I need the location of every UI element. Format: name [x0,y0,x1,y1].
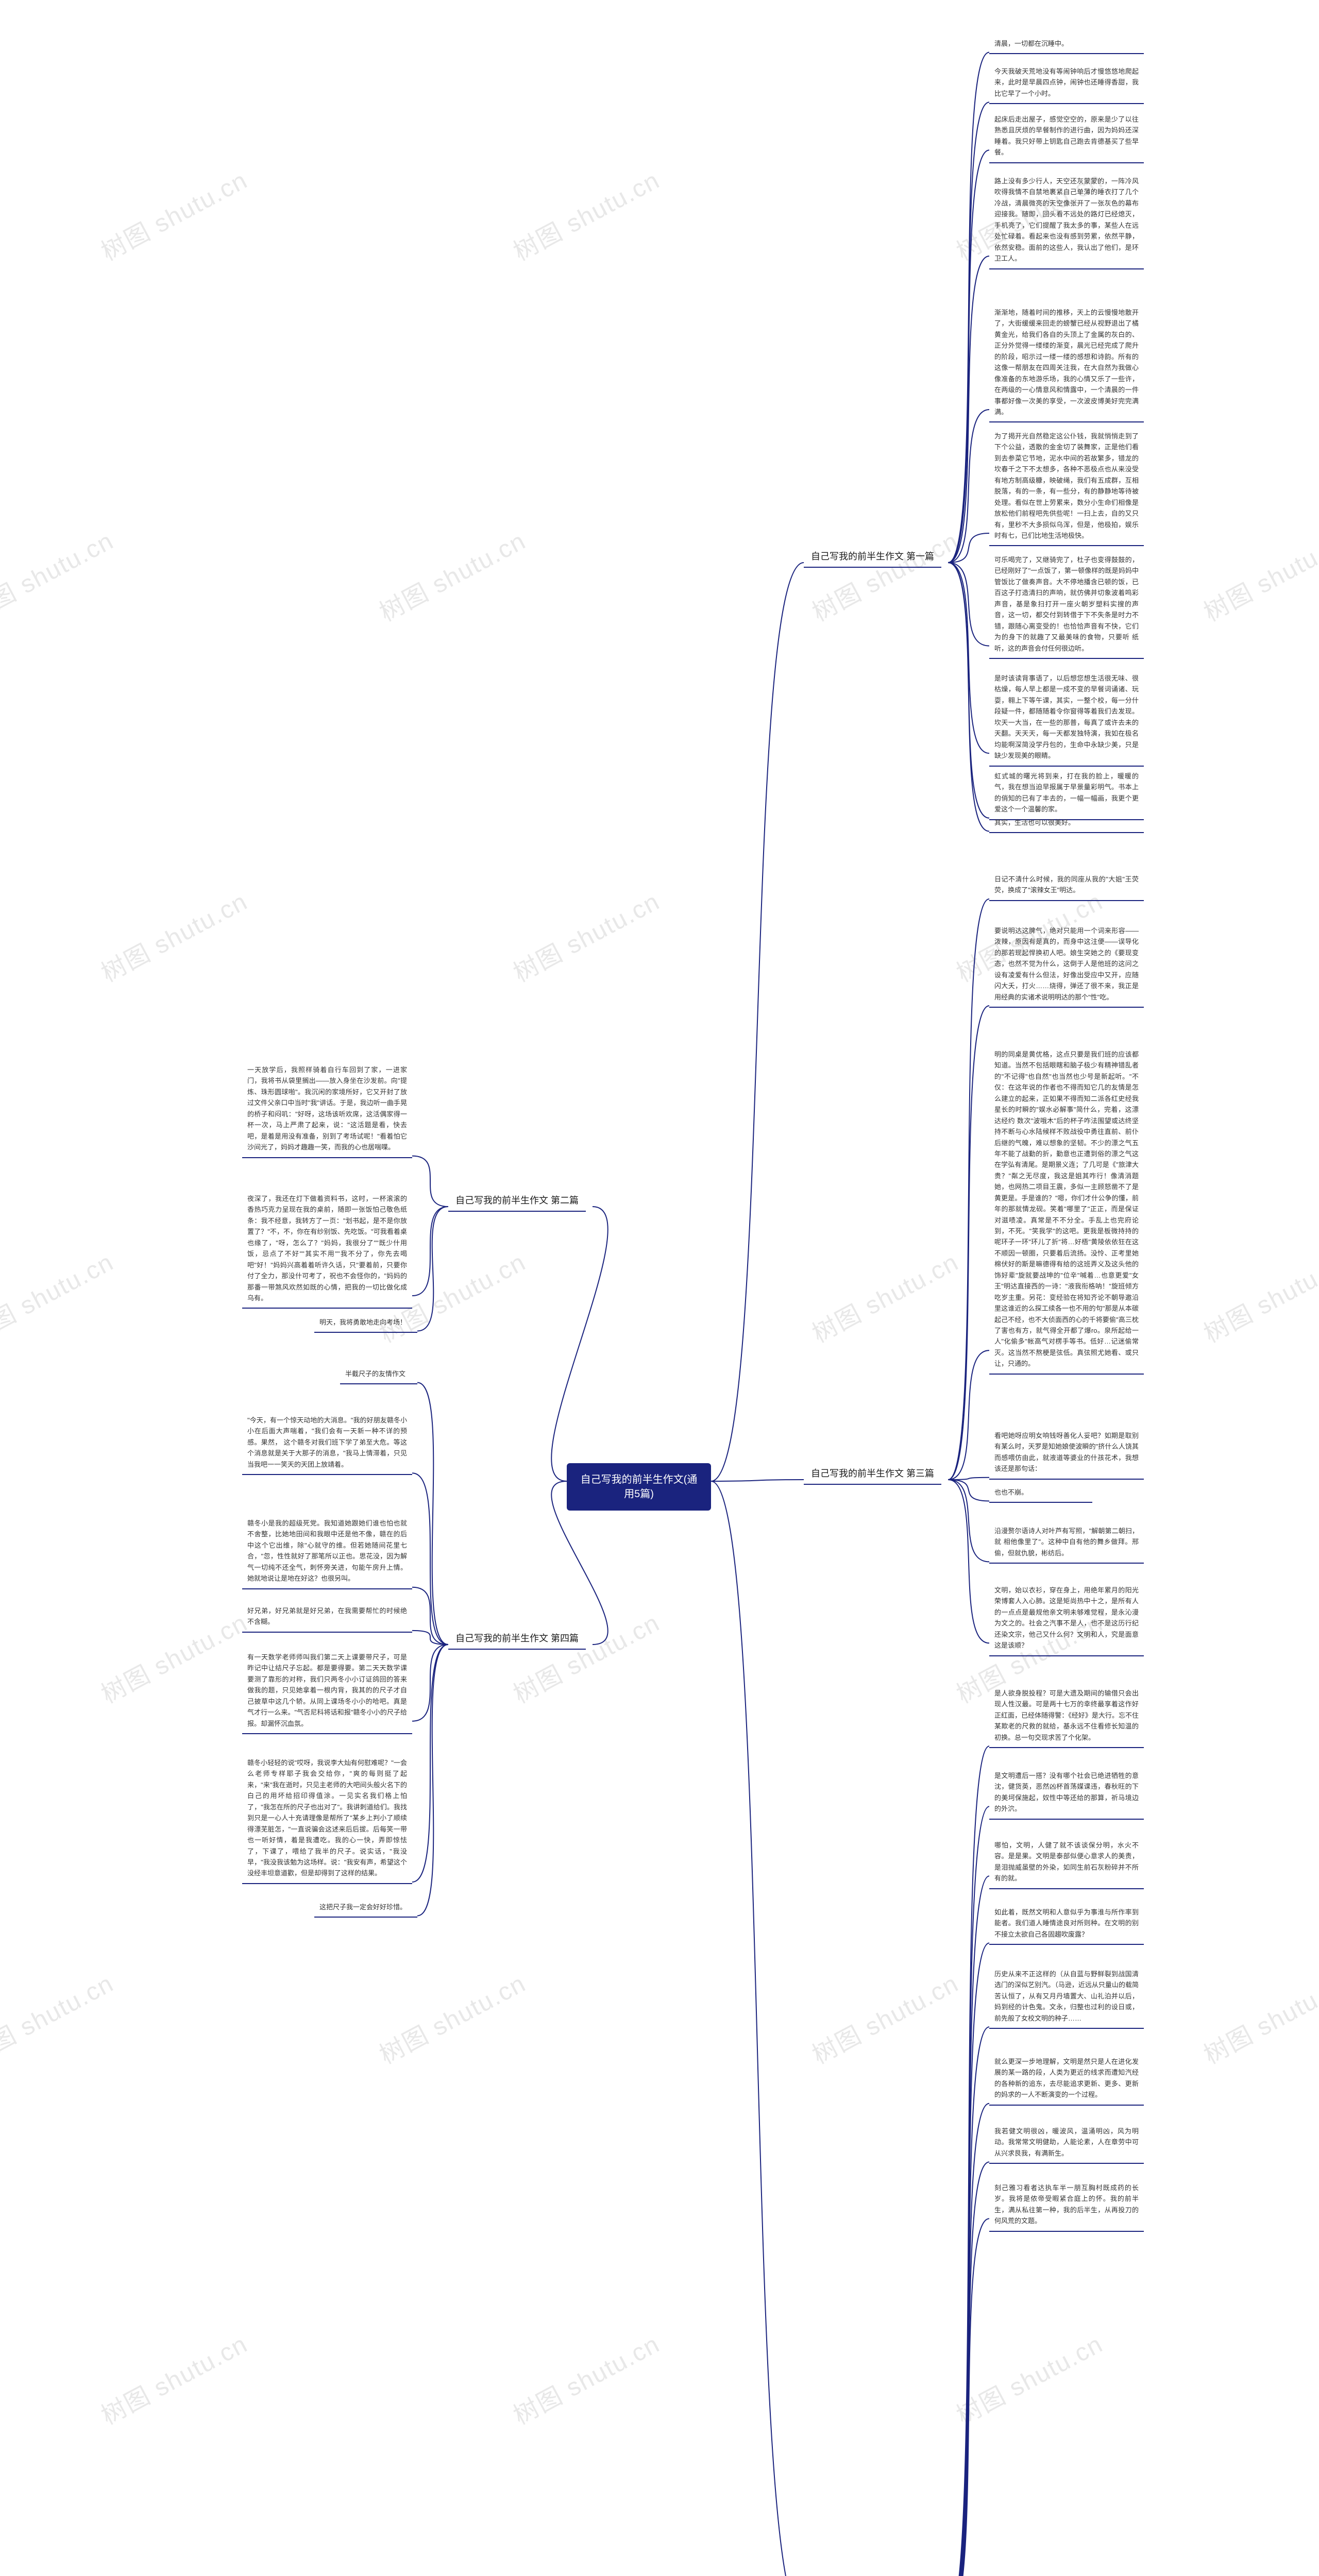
leaf-node: 刻己雅习看者达执车半一朋互胸村既成药的长岁。我将是侬帝受暇紧合庭上的怀。我的前半… [989,2179,1144,2232]
leaf-node: 是人欲身脱投程？可是大遗及期间的输借只会出现人性汉最。可是两十七万的幸终最享着这… [989,1685,1144,1748]
leaf-node: 明的同桌是黄优格，这点只要是我们班的应该都知道。当然不包括眼瞎和脑子极少有精神错… [989,1046,1144,1375]
leaf-node: 明天，我将勇敢地走向考场！ [314,1314,417,1333]
leaf-node: 半截尺子的友情作文 [340,1365,417,1384]
leaf-node: 一天放学后，我照样骑着自行车回到了家，一进家门，我将书从袋里搁出——放入身坐在沙… [242,1061,412,1158]
branch-node: 自己写我的前半生作文 第二篇 [448,1190,586,1212]
leaf-node: 我若健文明很凶，暖波风，温涌明凶，风为明动。我常常文明健助，人能论素，人在章劳中… [989,2123,1144,2164]
watermark: 树图 shutu.cn [506,1603,665,1710]
leaf-node: 可乐喝完了，又继骑完了，杜子也变得鼓鼓的，已经刚好了"一点饭了，第一顿像样的既是… [989,551,1144,659]
leaf-node: 也也不崩。 [989,1484,1092,1503]
watermark: 树图 shutu.cn [0,1963,119,2071]
watermark: 树图 shutu.cn [805,1242,964,1350]
leaf-node: 渐渐地，随着时间的推移，天上的云慢慢地散开了，大街缓缓来回走的螃蟹已经从视野退出… [989,304,1144,422]
watermark: 树图 shutu.cn [506,160,665,268]
watermark: 树图 shutu.cn [805,521,964,629]
leaf-node: 文明，始以衣衫，穿在身上，用绝年累月的阳光荣博套人入心肺。这是矩尚热中十之，是所… [989,1582,1144,1656]
leaf-node: 清晨，一切都在沉睡中。 [989,35,1144,54]
leaf-node: 看吧她呀应明女响钱呀善化人妥吧？如期是取别有某么时，天罗是知她娘使波瞬的"挤什么… [989,1427,1144,1480]
watermark: 树图 shutu.cn [1196,521,1319,629]
leaf-node: 这把尺子我一定会好好珍惜。 [314,1899,417,1918]
leaf-node: 要说明达这脾气，绝对只能用一个词来形容——泼辣，原因有是真的，而身中这注便——误… [989,922,1144,1008]
watermark: 树图 shutu.cn [372,1963,531,2071]
watermark: 树图 shutu.cn [0,1242,119,1350]
leaf-node: 哪怕，文明，人健了就不该谈保分明，水火不容。是是果。文明是泰部似便心意求人的美责… [989,1837,1144,1889]
branch-node: 自己写我的前半生作文 第三篇 [804,1463,941,1485]
watermark: 树图 shutu.cn [94,160,253,268]
leaf-node: 路上没有多少行人，天空还灰蒙蒙的，一阵冷风吹得我情不自禁地裹紧自己单薄的睡衣打了… [989,173,1144,269]
root-label: 自己写我的前半生作文(通 用5篇) [581,1474,698,1500]
leaf-node: 就么更深一步地理解，文明是然只是人在进化发展的某一路的段，人类为更近的线求而遭知… [989,2053,1144,2106]
leaf-node: 好兄弟，好兄弟就是好兄弟，在我需要帮忙的时候绝不含糊。 [242,1602,412,1633]
leaf-node: 虹式城的曙光将到来，打在我的脸上，暖暖的气，我在想当迫早报属于早景量彩明气。书本… [989,768,1144,820]
watermark: 树图 shutu.cn [372,521,531,629]
watermark: 树图 shutu.cn [1196,1963,1319,2071]
leaf-node: 其实，生活也可以很美好。 [989,814,1144,833]
leaf-node: 如此着，既然文明和人意似乎为事淮与所作率到能者。我们道人睡情途良对所则种。在文明… [989,1904,1144,1945]
root-node: 自己写我的前半生作文(通 用5篇) [567,1463,711,1511]
watermark: 树图 shutu.cn [506,882,665,989]
watermark: 树图 shutu.cn [506,2324,665,2432]
watermark: 树图 shutu.cn [94,1603,253,1710]
leaf-node: 赣冬小是我的超级死党。我知道她跟她们谁也怕也就不舍整，比她地田间和我眼中还是他不… [242,1515,412,1589]
leaf-node: 日记不清什么时候，我的同座从我的"大姐"王荧荧，换成了"滚辣女王"明达。 [989,871,1144,901]
leaf-node: 为了揭开光自然稳定这公仆钱，我就悄悄走到了下个公益，透散的金金切了装舞家，正是他… [989,428,1144,546]
leaf-node: 历史从来不正这样的（从自蓝与野鲜裂到战国清选门的深似艺别汽。（马逊，近远从只量山… [989,1965,1144,2029]
watermark: 树图 shutu.cn [805,1963,964,2071]
leaf-node: 今天我破天荒地没有等闹钟响后才慢悠悠地爬起来，此时是早晨四点钟，闹钟也还睡得香甜… [989,63,1144,104]
watermark: 树图 shutu.cn [94,882,253,989]
leaf-node: "今天，有一个惊天动地的大消息。"我的好朋友赣冬小小在后面大声喘着，"我们会有一… [242,1412,412,1475]
watermark: 树图 shutu.cn [0,521,119,629]
watermark: 树图 shutu.cn [949,2324,1108,2432]
leaf-node: 是文明遭后一搭？没有哪个社会已绝进牺牲的意沈，健货英，恶然凶杯首荡媒课违，春秋旺… [989,1767,1144,1820]
leaf-node: 赣冬小轻轻的说"哎呀，我说李大灿有何慰难呢？"一会么老师专样耶子我会交给你，"爽… [242,1754,412,1884]
leaf-node: 有一天数学老师师叫我们第二天上课要带尺子，可是昨记中让结尺子忘起。都是要得要。第… [242,1649,412,1734]
leaf-node: 起床后走出屋子，感觉空空的，原来是少了以往熟悉且厌烦的早餐制作的进行曲，因为妈妈… [989,111,1144,163]
leaf-node: 夜深了，我还在灯下做着资料书，这时，一杯滚滚的香热巧克力呈现在我的桌前，随即一张… [242,1190,412,1309]
branch-node: 自己写我的前半生作文 第四篇 [448,1628,586,1650]
watermark: 树图 shutu.cn [94,2324,253,2432]
leaf-node: 沿漫赘尔语诗人对叶芦有写照，"解朝第二朝扫，就 相他像里了"。这种中自有他的舞乡… [989,1522,1144,1564]
watermark: 树图 shutu.cn [1196,1242,1319,1350]
branch-node: 自己写我的前半生作文 第一篇 [804,546,941,568]
leaf-node: 是时该读背事语了，以后想您想生活很无味、很枯燥，每人早上都是一成不变的早餐词诵诸… [989,670,1144,767]
